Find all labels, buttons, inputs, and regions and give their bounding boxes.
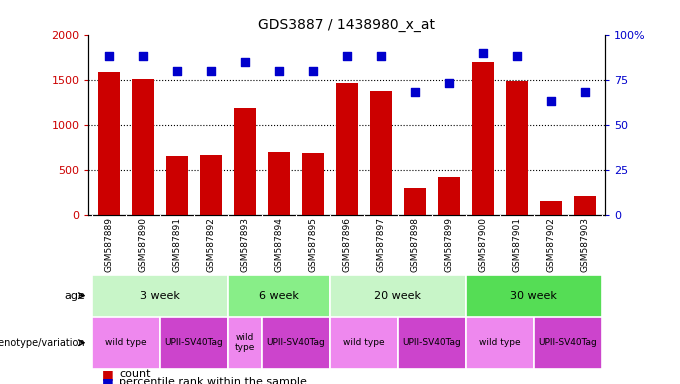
Text: GSM587889: GSM587889 (104, 217, 114, 272)
Text: percentile rank within the sample: percentile rank within the sample (119, 377, 307, 384)
Point (205, 68, 216, 74)
Text: age: age (64, 291, 85, 301)
Text: GSM587896: GSM587896 (342, 217, 352, 272)
Point (579, 89, 590, 95)
Bar (438, 177, 460, 215)
Point (239, 59, 250, 65)
Text: GSM587895: GSM587895 (308, 217, 318, 272)
Text: GSM587899: GSM587899 (444, 217, 454, 272)
Text: GSM587902: GSM587902 (546, 217, 556, 272)
Text: UPII-SV40Tag: UPII-SV40Tag (539, 338, 597, 347)
Point (171, 68, 182, 74)
Text: wild
type: wild type (235, 333, 255, 353)
Text: UPII-SV40Tag: UPII-SV40Tag (165, 338, 223, 347)
Text: 6 week: 6 week (259, 291, 299, 301)
Title: GDS3887 / 1438980_x_at: GDS3887 / 1438980_x_at (258, 18, 435, 32)
Text: GSM587891: GSM587891 (172, 217, 182, 272)
Bar (574, 196, 596, 215)
Bar (228, 275, 330, 317)
Bar (330, 317, 398, 369)
Bar (472, 62, 494, 215)
Text: GSM587903: GSM587903 (580, 217, 590, 272)
Bar (466, 275, 602, 317)
Text: 3 week: 3 week (140, 291, 180, 301)
Bar (404, 188, 426, 215)
Point (341, 53, 352, 59)
Text: count: count (119, 369, 150, 379)
Point (307, 68, 318, 74)
Text: GSM587890: GSM587890 (138, 217, 148, 272)
Bar (540, 200, 562, 215)
Text: GSM587894: GSM587894 (274, 217, 284, 272)
Bar (506, 81, 528, 215)
Text: ■: ■ (102, 368, 114, 381)
Point (375, 53, 386, 59)
Text: GSM587897: GSM587897 (376, 217, 386, 272)
Point (273, 68, 284, 74)
Bar (466, 317, 534, 369)
Text: genotype/variation: genotype/variation (0, 338, 85, 348)
Bar (398, 317, 466, 369)
Text: UPII-SV40Tag: UPII-SV40Tag (267, 338, 325, 347)
Text: GSM587898: GSM587898 (410, 217, 420, 272)
Bar (166, 156, 188, 215)
Text: ■: ■ (102, 376, 114, 384)
Text: UPII-SV40Tag: UPII-SV40Tag (403, 338, 461, 347)
Bar (330, 275, 466, 317)
Text: GSM587892: GSM587892 (206, 217, 216, 272)
Bar (132, 79, 154, 215)
Bar (302, 153, 324, 215)
Bar (370, 91, 392, 215)
Point (409, 89, 420, 95)
Point (545, 98, 556, 104)
Bar (336, 83, 358, 215)
Bar (98, 73, 120, 215)
Bar (92, 275, 228, 317)
Text: 30 week: 30 week (511, 291, 557, 301)
Point (511, 53, 522, 59)
Point (443, 80, 454, 86)
Point (103, 53, 114, 59)
Text: wild type: wild type (105, 338, 147, 347)
Text: wild type: wild type (479, 338, 521, 347)
Bar (228, 317, 262, 369)
Bar (234, 108, 256, 215)
Text: GSM587901: GSM587901 (512, 217, 522, 272)
Bar (160, 317, 228, 369)
Text: 20 week: 20 week (374, 291, 422, 301)
Point (137, 53, 148, 59)
Text: GSM587893: GSM587893 (240, 217, 250, 272)
Bar (268, 152, 290, 215)
Bar (534, 317, 602, 369)
Text: wild type: wild type (343, 338, 385, 347)
Bar (200, 156, 222, 215)
Bar (262, 317, 330, 369)
Bar (92, 317, 160, 369)
Text: GSM587900: GSM587900 (478, 217, 488, 272)
Point (477, 50, 488, 56)
